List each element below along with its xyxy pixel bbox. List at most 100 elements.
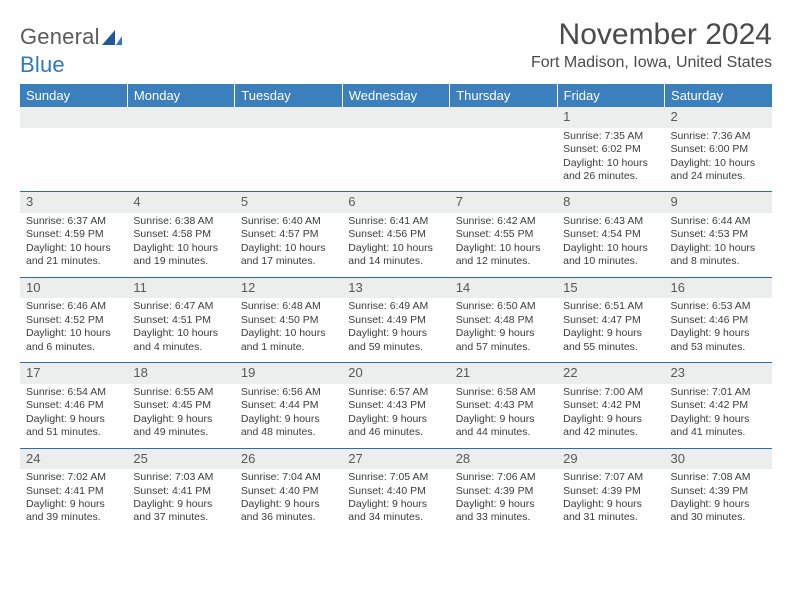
col-thursday: Thursday bbox=[450, 84, 557, 107]
day-detail: Sunrise: 7:08 AMSunset: 4:39 PMDaylight:… bbox=[665, 469, 772, 533]
calendar-cell: 22Sunrise: 7:00 AMSunset: 4:42 PMDayligh… bbox=[557, 363, 664, 448]
day-detail: Sunrise: 6:38 AMSunset: 4:58 PMDaylight:… bbox=[127, 213, 234, 277]
day-number: 30 bbox=[665, 449, 772, 470]
calendar-cell: 28Sunrise: 7:06 AMSunset: 4:39 PMDayligh… bbox=[450, 448, 557, 533]
sunrise-line: Sunrise: 6:48 AM bbox=[241, 300, 336, 313]
day-detail: Sunrise: 6:42 AMSunset: 4:55 PMDaylight:… bbox=[450, 213, 557, 277]
day-detail: Sunrise: 6:56 AMSunset: 4:44 PMDaylight:… bbox=[235, 384, 342, 448]
daylight-line: Daylight: 9 hours and 46 minutes. bbox=[348, 413, 443, 440]
sunrise-line: Sunrise: 7:02 AM bbox=[26, 471, 121, 484]
sunset-line: Sunset: 4:40 PM bbox=[348, 485, 443, 498]
day-detail: Sunrise: 6:51 AMSunset: 4:47 PMDaylight:… bbox=[557, 298, 664, 362]
day-number: 14 bbox=[450, 278, 557, 299]
daylight-line: Daylight: 10 hours and 26 minutes. bbox=[563, 157, 658, 184]
daylight-line: Daylight: 9 hours and 53 minutes. bbox=[671, 327, 766, 354]
sunrise-line: Sunrise: 6:38 AM bbox=[133, 215, 228, 228]
calendar-cell: 10Sunrise: 6:46 AMSunset: 4:52 PMDayligh… bbox=[20, 277, 127, 362]
daylight-line: Daylight: 10 hours and 12 minutes. bbox=[456, 242, 551, 269]
day-detail: Sunrise: 6:55 AMSunset: 4:45 PMDaylight:… bbox=[127, 384, 234, 448]
calendar-cell: 27Sunrise: 7:05 AMSunset: 4:40 PMDayligh… bbox=[342, 448, 449, 533]
daylight-line: Daylight: 10 hours and 6 minutes. bbox=[26, 327, 121, 354]
day-number: 6 bbox=[342, 192, 449, 213]
day-detail: Sunrise: 6:58 AMSunset: 4:43 PMDaylight:… bbox=[450, 384, 557, 448]
sunrise-line: Sunrise: 6:55 AM bbox=[133, 386, 228, 399]
day-detail bbox=[127, 128, 234, 186]
sunset-line: Sunset: 4:54 PM bbox=[563, 228, 658, 241]
calendar-cell: 18Sunrise: 6:55 AMSunset: 4:45 PMDayligh… bbox=[127, 363, 234, 448]
daylight-line: Daylight: 9 hours and 30 minutes. bbox=[671, 498, 766, 525]
day-number: 16 bbox=[665, 278, 772, 299]
sunrise-line: Sunrise: 6:46 AM bbox=[26, 300, 121, 313]
day-number: 24 bbox=[20, 449, 127, 470]
calendar-cell: 9Sunrise: 6:44 AMSunset: 4:53 PMDaylight… bbox=[665, 192, 772, 277]
day-detail: Sunrise: 7:07 AMSunset: 4:39 PMDaylight:… bbox=[557, 469, 664, 533]
calendar-cell: 3Sunrise: 6:37 AMSunset: 4:59 PMDaylight… bbox=[20, 192, 127, 277]
sunrise-line: Sunrise: 6:43 AM bbox=[563, 215, 658, 228]
sunset-line: Sunset: 4:47 PM bbox=[563, 314, 658, 327]
day-detail: Sunrise: 7:02 AMSunset: 4:41 PMDaylight:… bbox=[20, 469, 127, 533]
sunset-line: Sunset: 6:02 PM bbox=[563, 143, 658, 156]
day-number: 18 bbox=[127, 363, 234, 384]
logo-text-2: Blue bbox=[20, 52, 65, 77]
sunrise-line: Sunrise: 7:35 AM bbox=[563, 130, 658, 143]
daylight-line: Daylight: 10 hours and 21 minutes. bbox=[26, 242, 121, 269]
col-tuesday: Tuesday bbox=[235, 84, 342, 107]
sunrise-line: Sunrise: 6:44 AM bbox=[671, 215, 766, 228]
sunset-line: Sunset: 6:00 PM bbox=[671, 143, 766, 156]
day-detail bbox=[450, 128, 557, 186]
calendar-cell: 30Sunrise: 7:08 AMSunset: 4:39 PMDayligh… bbox=[665, 448, 772, 533]
calendar-page: General Blue November 2024 Fort Madison,… bbox=[0, 0, 792, 541]
day-number: 29 bbox=[557, 449, 664, 470]
day-detail: Sunrise: 6:37 AMSunset: 4:59 PMDaylight:… bbox=[20, 213, 127, 277]
sunset-line: Sunset: 4:59 PM bbox=[26, 228, 121, 241]
location: Fort Madison, Iowa, United States bbox=[531, 54, 772, 72]
calendar-cell: 15Sunrise: 6:51 AMSunset: 4:47 PMDayligh… bbox=[557, 277, 664, 362]
day-detail: Sunrise: 7:06 AMSunset: 4:39 PMDaylight:… bbox=[450, 469, 557, 533]
daylight-line: Daylight: 10 hours and 10 minutes. bbox=[563, 242, 658, 269]
sunrise-line: Sunrise: 6:54 AM bbox=[26, 386, 121, 399]
calendar-row: 24Sunrise: 7:02 AMSunset: 4:41 PMDayligh… bbox=[20, 448, 772, 533]
day-detail: Sunrise: 7:05 AMSunset: 4:40 PMDaylight:… bbox=[342, 469, 449, 533]
sunset-line: Sunset: 4:56 PM bbox=[348, 228, 443, 241]
calendar-cell: 7Sunrise: 6:42 AMSunset: 4:55 PMDaylight… bbox=[450, 192, 557, 277]
day-number: 25 bbox=[127, 449, 234, 470]
calendar-cell: 13Sunrise: 6:49 AMSunset: 4:49 PMDayligh… bbox=[342, 277, 449, 362]
title-block: November 2024 Fort Madison, Iowa, United… bbox=[531, 18, 772, 72]
calendar-cell bbox=[127, 107, 234, 192]
sunrise-line: Sunrise: 6:53 AM bbox=[671, 300, 766, 313]
calendar-cell: 5Sunrise: 6:40 AMSunset: 4:57 PMDaylight… bbox=[235, 192, 342, 277]
sunset-line: Sunset: 4:58 PM bbox=[133, 228, 228, 241]
day-number: 15 bbox=[557, 278, 664, 299]
day-detail: Sunrise: 7:04 AMSunset: 4:40 PMDaylight:… bbox=[235, 469, 342, 533]
sunrise-line: Sunrise: 6:40 AM bbox=[241, 215, 336, 228]
logo-text-1: General bbox=[20, 24, 100, 49]
day-number bbox=[127, 107, 234, 128]
daylight-line: Daylight: 10 hours and 14 minutes. bbox=[348, 242, 443, 269]
daylight-line: Daylight: 9 hours and 59 minutes. bbox=[348, 327, 443, 354]
sunset-line: Sunset: 4:52 PM bbox=[26, 314, 121, 327]
daylight-line: Daylight: 9 hours and 42 minutes. bbox=[563, 413, 658, 440]
day-number: 23 bbox=[665, 363, 772, 384]
sunset-line: Sunset: 4:39 PM bbox=[671, 485, 766, 498]
sunset-line: Sunset: 4:44 PM bbox=[241, 399, 336, 412]
day-detail: Sunrise: 6:47 AMSunset: 4:51 PMDaylight:… bbox=[127, 298, 234, 362]
daylight-line: Daylight: 9 hours and 44 minutes. bbox=[456, 413, 551, 440]
page-header: General Blue November 2024 Fort Madison,… bbox=[20, 18, 772, 78]
calendar-cell: 12Sunrise: 6:48 AMSunset: 4:50 PMDayligh… bbox=[235, 277, 342, 362]
calendar-cell: 26Sunrise: 7:04 AMSunset: 4:40 PMDayligh… bbox=[235, 448, 342, 533]
daylight-line: Daylight: 10 hours and 17 minutes. bbox=[241, 242, 336, 269]
day-detail: Sunrise: 7:01 AMSunset: 4:42 PMDaylight:… bbox=[665, 384, 772, 448]
day-number: 22 bbox=[557, 363, 664, 384]
day-number: 7 bbox=[450, 192, 557, 213]
calendar-row: 1Sunrise: 7:35 AMSunset: 6:02 PMDaylight… bbox=[20, 107, 772, 192]
sunrise-line: Sunrise: 6:41 AM bbox=[348, 215, 443, 228]
day-detail bbox=[235, 128, 342, 186]
day-number: 4 bbox=[127, 192, 234, 213]
sunrise-line: Sunrise: 6:49 AM bbox=[348, 300, 443, 313]
daylight-line: Daylight: 9 hours and 33 minutes. bbox=[456, 498, 551, 525]
calendar-cell: 20Sunrise: 6:57 AMSunset: 4:43 PMDayligh… bbox=[342, 363, 449, 448]
sunrise-line: Sunrise: 6:56 AM bbox=[241, 386, 336, 399]
daylight-line: Daylight: 10 hours and 8 minutes. bbox=[671, 242, 766, 269]
daylight-line: Daylight: 9 hours and 31 minutes. bbox=[563, 498, 658, 525]
col-friday: Friday bbox=[557, 84, 664, 107]
